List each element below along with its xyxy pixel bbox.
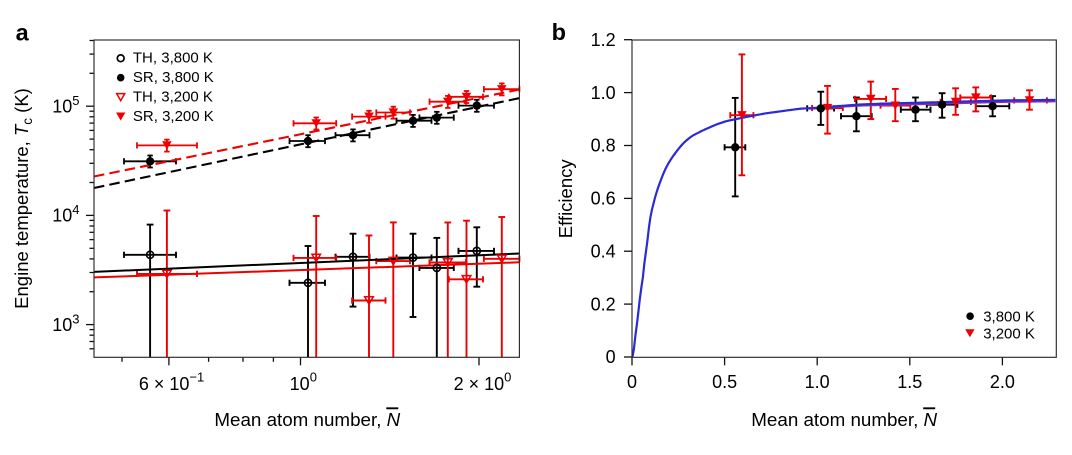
svg-text:0.4: 0.4 xyxy=(591,241,616,261)
svg-text:TH, 3,200 K: TH, 3,200 K xyxy=(133,88,213,105)
svg-text:a: a xyxy=(16,20,30,46)
svg-text:3,200 K: 3,200 K xyxy=(983,326,1035,343)
svg-text:3,800 K: 3,800 K xyxy=(983,309,1035,326)
svg-text:Engine temperature, Tc (K): Engine temperature, Tc (K) xyxy=(11,88,35,309)
svg-text:2.0: 2.0 xyxy=(990,372,1015,392)
svg-text:1.0: 1.0 xyxy=(591,83,616,103)
svg-text:Efficiency: Efficiency xyxy=(555,159,576,239)
svg-text:0.8: 0.8 xyxy=(591,136,616,156)
svg-text:0: 0 xyxy=(606,347,616,367)
svg-text:SR, 3,200 K: SR, 3,200 K xyxy=(133,108,214,125)
svg-text:0.5: 0.5 xyxy=(712,372,737,392)
svg-text:1.0: 1.0 xyxy=(805,372,830,392)
svg-text:1.5: 1.5 xyxy=(897,372,922,392)
svg-text:0: 0 xyxy=(627,372,637,392)
svg-text:1.2: 1.2 xyxy=(591,30,616,50)
svg-text:0.6: 0.6 xyxy=(591,189,616,209)
svg-text:SR, 3,800 K: SR, 3,800 K xyxy=(133,69,214,86)
svg-text:Mean atom number, N: Mean atom number, N xyxy=(751,409,937,430)
svg-text:0.2: 0.2 xyxy=(591,294,616,314)
svg-text:Mean atom number, N: Mean atom number, N xyxy=(214,409,400,430)
svg-text:TH, 3,800 K: TH, 3,800 K xyxy=(133,50,213,67)
svg-text:b: b xyxy=(552,19,566,45)
svg-text:2 × 100: 2 × 100 xyxy=(454,370,512,394)
